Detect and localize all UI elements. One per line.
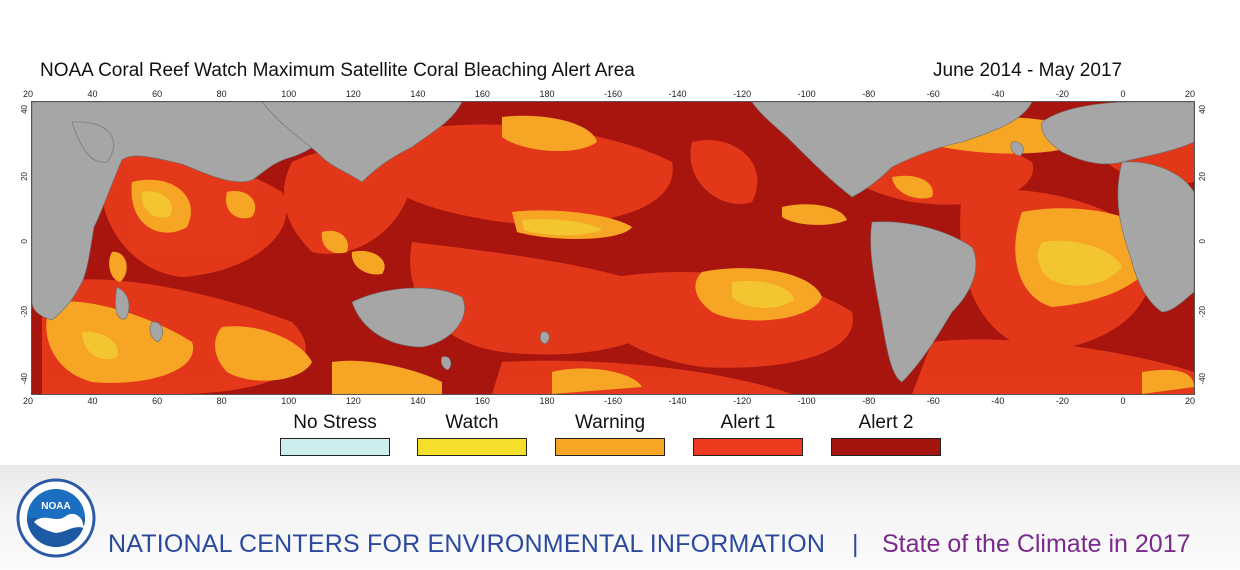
bleaching-alert-map — [31, 101, 1195, 395]
latitude-tick: 40 — [20, 105, 29, 114]
longitude-tick: -80 — [862, 89, 876, 99]
longitude-tick: -160 — [604, 89, 623, 99]
footer-bar — [0, 465, 1240, 570]
legend-swatch — [280, 438, 390, 456]
legend-item: No Stress — [280, 412, 390, 456]
longitude-tick: 120 — [345, 89, 361, 99]
latitude-tick: -20 — [20, 306, 29, 318]
map-title: NOAA Coral Reef Watch Maximum Satellite … — [40, 60, 635, 81]
longitude-tick: 140 — [410, 89, 426, 99]
watch-regions — [82, 191, 1122, 360]
longitude-tick: 40 — [87, 89, 98, 99]
longitude-tick: 100 — [281, 89, 297, 99]
latitude-tick: -40 — [20, 373, 29, 385]
longitude-tick: 0 — [1120, 396, 1126, 406]
latitude-tick: 0 — [1198, 239, 1207, 244]
longitude-tick: -120 — [733, 89, 752, 99]
longitude-tick: -40 — [991, 396, 1005, 406]
longitude-tick: 60 — [152, 89, 163, 99]
report-title: State of the Climate in 2017 — [882, 530, 1191, 558]
map-period: June 2014 - May 2017 — [933, 60, 1123, 81]
org-name: NATIONAL CENTERS FOR ENVIRONMENTAL INFOR… — [108, 530, 826, 558]
longitude-tick: 20 — [23, 396, 34, 406]
longitude-tick: 80 — [216, 396, 227, 406]
longitude-tick: -40 — [991, 89, 1005, 99]
longitude-tick: 20 — [1185, 89, 1196, 99]
latitude-tick: -20 — [1198, 306, 1207, 318]
longitude-tick: -60 — [926, 89, 940, 99]
longitude-tick: 180 — [539, 89, 555, 99]
latitude-tick: 20 — [1198, 172, 1207, 181]
longitude-tick: 20 — [1185, 396, 1196, 406]
longitude-tick: 180 — [539, 396, 555, 406]
land-masses — [32, 102, 1194, 383]
longitude-tick: 20 — [23, 89, 34, 99]
footer-separator: | — [852, 530, 859, 558]
legend-swatch — [555, 438, 665, 456]
legend-label: No Stress — [293, 412, 377, 433]
longitude-tick: 160 — [474, 89, 490, 99]
longitude-tick: 40 — [87, 396, 98, 406]
longitude-tick: -160 — [604, 396, 623, 406]
latitude-tick: -40 — [1198, 373, 1207, 385]
legend-label: Watch — [445, 412, 499, 433]
longitude-tick: 60 — [152, 396, 163, 406]
longitude-tick: 120 — [345, 396, 361, 406]
longitude-tick: -60 — [926, 396, 940, 406]
longitude-tick: 0 — [1120, 89, 1126, 99]
noaa-logo-text: NOAA — [41, 501, 70, 512]
longitude-tick: -140 — [668, 396, 687, 406]
legend-label: Warning — [574, 412, 646, 433]
longitude-tick: -80 — [862, 396, 876, 406]
legend-item: Watch — [417, 412, 527, 456]
legend-swatch — [417, 438, 527, 456]
latitude-tick: 40 — [1198, 105, 1207, 114]
longitude-tick: -100 — [797, 89, 816, 99]
longitude-tick: 160 — [474, 396, 490, 406]
map-card: NOAA Coral Reef Watch Maximum Satellite … — [0, 0, 1240, 465]
legend-label: Alert 1 — [720, 412, 776, 433]
legend-swatch — [831, 438, 941, 456]
longitude-tick: 80 — [216, 89, 227, 99]
noaa-logo-icon: NOAA — [12, 478, 100, 563]
legend-swatch — [693, 438, 803, 456]
longitude-tick: -20 — [1055, 396, 1069, 406]
longitude-tick: -20 — [1055, 89, 1069, 99]
legend-label: Alert 2 — [858, 412, 914, 433]
longitude-tick: 100 — [281, 396, 297, 406]
legend-item: Warning — [555, 412, 665, 456]
legend-item: Alert 2 — [831, 412, 941, 456]
legend-item: Alert 1 — [693, 412, 803, 456]
longitude-tick: -120 — [733, 396, 752, 406]
longitude-tick: 140 — [410, 396, 426, 406]
latitude-tick: 0 — [20, 239, 29, 244]
longitude-tick: -140 — [668, 89, 687, 99]
latitude-tick: 20 — [20, 172, 29, 181]
longitude-tick: -100 — [797, 396, 816, 406]
